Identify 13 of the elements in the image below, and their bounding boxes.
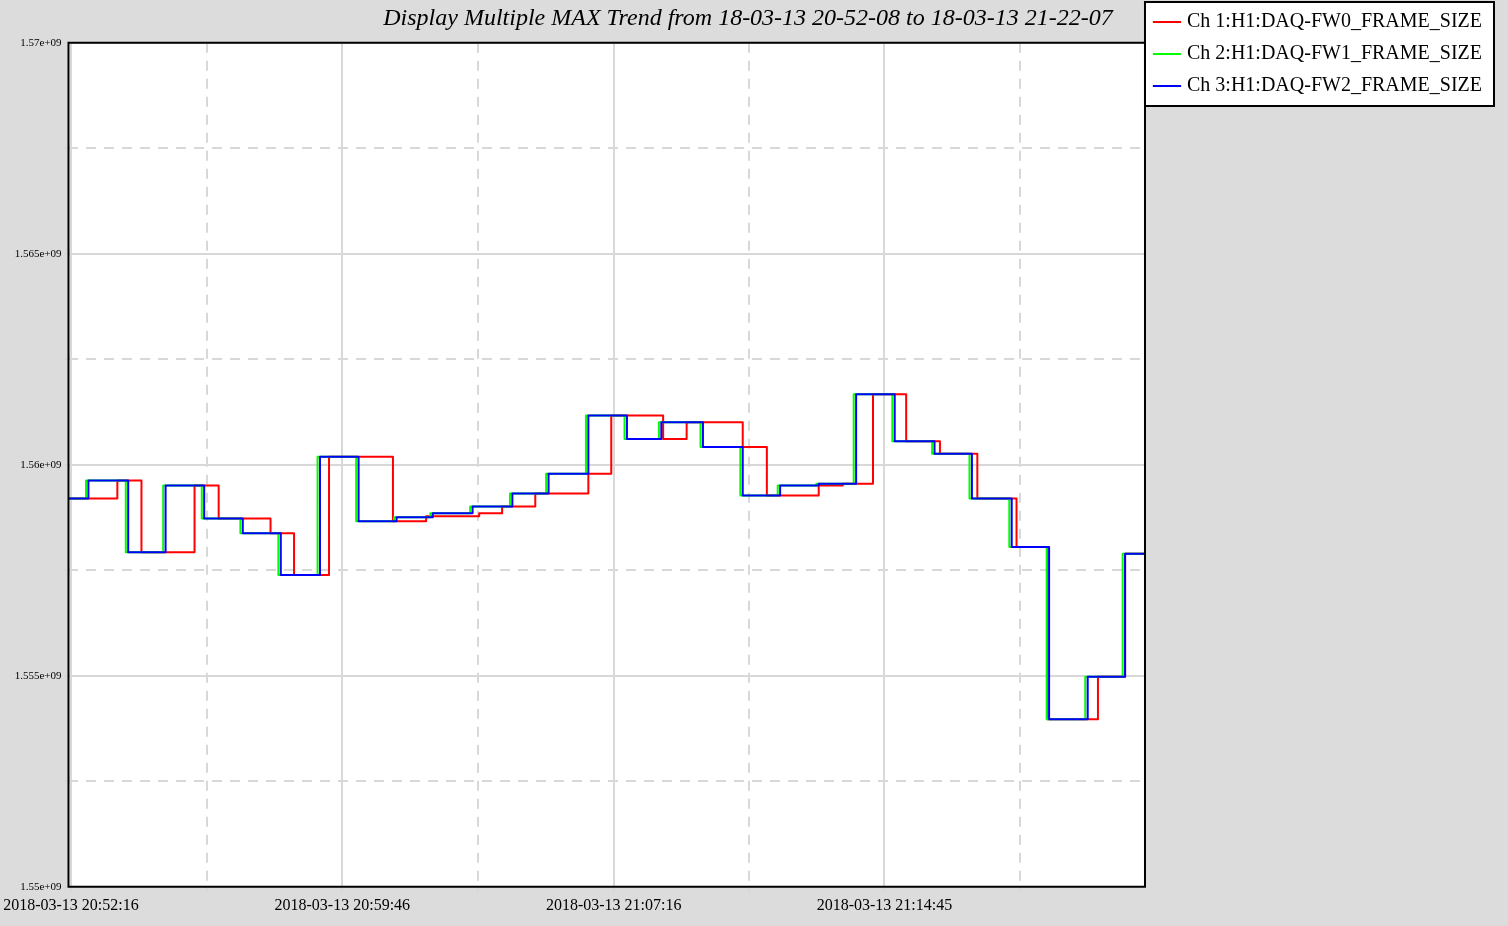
y-tick-label: 1.555e+09 [14, 668, 62, 681]
y-tick-label: 1.57e+09 [20, 35, 62, 48]
legend-label: Ch 3:H1:DAQ-FW2_FRAME_SIZE [1186, 73, 1483, 96]
y-tick-label: 1.55e+09 [20, 879, 62, 892]
y-tick-label: 1.56e+09 [20, 457, 62, 470]
chart-title: Display Multiple MAX Trend from 18-03-13 20-52-08 to 18-03-13 21-22-07 [382, 3, 1114, 30]
x-tick-label: 2018-03-13 21:14:45 [816, 895, 953, 913]
y-tick-label: 1.565e+09 [14, 246, 62, 259]
x-tick-label: 2018-03-13 20:52:16 [3, 895, 139, 913]
legend-label: Ch 2:H1:DAQ-FW1_FRAME_SIZE [1186, 41, 1483, 64]
x-tick-label: 2018-03-13 20:59:46 [274, 895, 411, 913]
legend-label: Ch 1:H1:DAQ-FW0_FRAME_SIZE [1186, 9, 1483, 32]
x-tick-label: 2018-03-13 21:07:16 [545, 895, 682, 913]
